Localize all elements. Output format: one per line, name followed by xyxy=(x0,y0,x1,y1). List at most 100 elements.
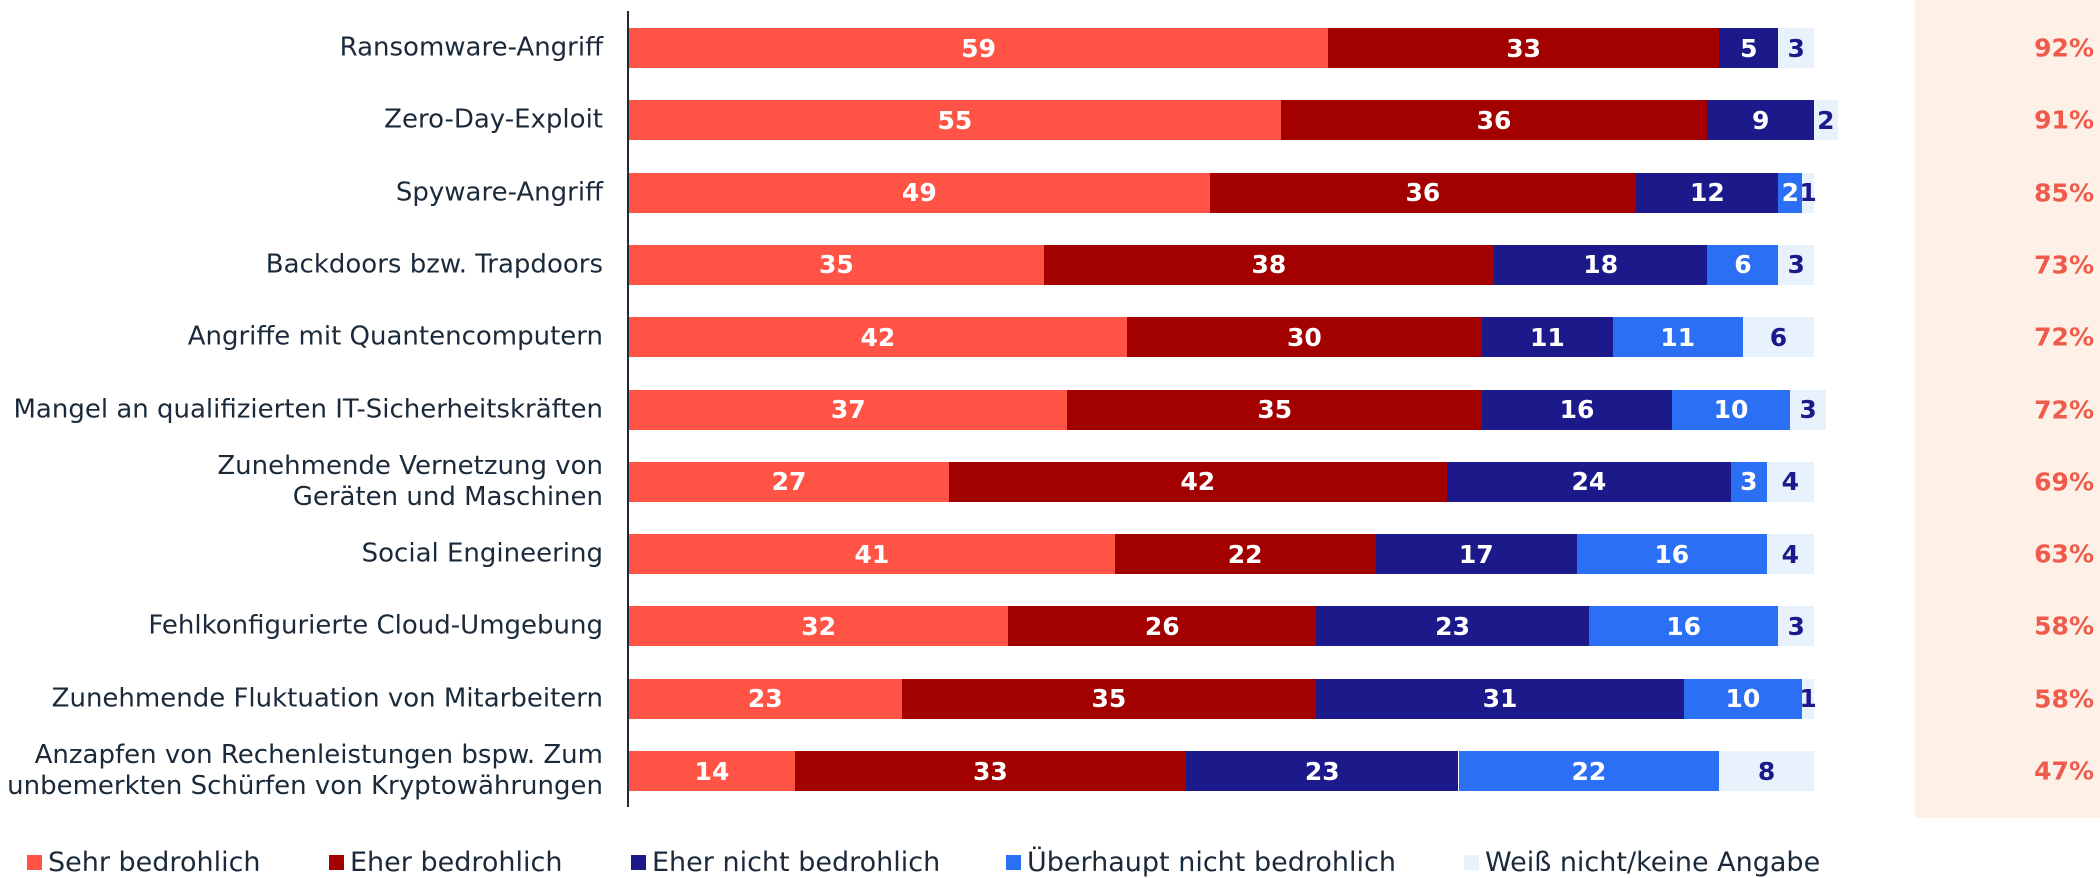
value-label: 3 xyxy=(1740,467,1758,497)
bar-segment: 32 xyxy=(629,606,1009,647)
axis-line xyxy=(627,11,629,807)
value-label: 3 xyxy=(1787,250,1805,280)
value-label: 4 xyxy=(1781,467,1799,497)
bar-segment: 16 xyxy=(1482,389,1672,430)
legend-item: Überhaupt nicht bedrohlich xyxy=(1006,847,1396,878)
value-label: 9 xyxy=(1751,105,1770,135)
value-label: 33 xyxy=(1506,33,1542,63)
bar-segment: 35 xyxy=(1067,389,1483,430)
value-label: 22 xyxy=(1571,756,1607,786)
total-label: 85% xyxy=(2034,178,2094,208)
bar-segment: 36 xyxy=(1280,100,1708,141)
category-label: Anzapfen von Rechenleistungen bspw. Zum … xyxy=(7,740,603,801)
total-label: 73% xyxy=(2034,250,2094,280)
category-label: Zunehmende Vernetzung von Geräten und Ma… xyxy=(217,450,603,512)
value-label: 4 xyxy=(1781,539,1799,569)
bar-segment: 1 xyxy=(1799,678,1817,719)
value-label: 42 xyxy=(1180,467,1216,497)
value-label: 12 xyxy=(1689,178,1725,208)
category-label: Social Engineering xyxy=(361,538,603,569)
value-label: 5 xyxy=(1740,33,1758,63)
value-label: 11 xyxy=(1660,322,1696,352)
value-label: 36 xyxy=(1405,178,1441,208)
legend-swatch xyxy=(1006,855,1021,870)
bar-segment: 33 xyxy=(794,751,1186,791)
total-label: 72% xyxy=(2034,322,2094,352)
total-label: 58% xyxy=(2034,684,2094,714)
value-label: 23 xyxy=(1304,756,1340,786)
value-label: 36 xyxy=(1476,105,1512,135)
total-label: 63% xyxy=(2034,539,2094,569)
value-label: 16 xyxy=(1666,611,1702,641)
total-label: 92% xyxy=(2034,33,2094,63)
value-label: 55 xyxy=(937,105,973,135)
value-label: 37 xyxy=(830,395,866,424)
value-label: 6 xyxy=(1769,322,1788,352)
bar-segment: 23 xyxy=(1316,606,1589,647)
bar-segment: 9 xyxy=(1707,100,1814,141)
category-label: Spyware-Angriff xyxy=(395,177,603,208)
bar-segment: 12 xyxy=(1636,172,1779,213)
value-label: 6 xyxy=(1734,250,1752,280)
bar-segment: 3 xyxy=(1790,389,1826,430)
value-label: 3 xyxy=(1787,611,1805,641)
bar-segment: 14 xyxy=(629,751,795,791)
bar-segment: 8 xyxy=(1719,751,1814,791)
legend-label: Eher nicht bedrohlich xyxy=(652,847,941,878)
bar-segment: 55 xyxy=(629,100,1281,141)
legend-label: Überhaupt nicht bedrohlich xyxy=(1027,847,1396,878)
bar-segment: 49 xyxy=(629,172,1210,213)
value-label: 35 xyxy=(818,250,854,280)
value-label: 10 xyxy=(1725,684,1761,714)
bar-segment: 4 xyxy=(1766,534,1814,575)
legend-label: Eher bedrohlich xyxy=(350,847,563,878)
value-label: 30 xyxy=(1287,322,1322,352)
value-label: 27 xyxy=(771,467,807,497)
bar-segment: 24 xyxy=(1446,461,1732,502)
total-label: 58% xyxy=(2034,611,2094,641)
value-label: 17 xyxy=(1458,539,1494,569)
bar-segment: 23 xyxy=(1185,751,1459,791)
value-label: 59 xyxy=(961,33,996,63)
total-label: 72% xyxy=(2034,395,2094,424)
category-label: Angriffe mit Quantencomputern xyxy=(187,321,603,352)
bar-segment: 16 xyxy=(1577,534,1767,575)
value-label: 33 xyxy=(973,756,1008,786)
value-label: 35 xyxy=(1257,395,1293,424)
value-label: 1 xyxy=(1799,684,1817,714)
bar-segment: 33 xyxy=(1328,28,1720,68)
bar-segment: 59 xyxy=(629,28,1329,68)
category-label: Zero-Day-Exploit xyxy=(384,104,603,135)
value-label: 41 xyxy=(854,539,890,569)
value-label: 35 xyxy=(1091,684,1127,714)
bar-segment: 5 xyxy=(1719,28,1779,68)
bar-segment: 3 xyxy=(1778,28,1814,68)
legend-swatch xyxy=(329,855,344,870)
value-label: 3 xyxy=(1787,33,1805,63)
value-label: 22 xyxy=(1227,539,1263,569)
value-label: 11 xyxy=(1529,322,1565,352)
bar-segment: 35 xyxy=(901,678,1317,719)
bar-segment: 2 xyxy=(1778,172,1803,213)
value-label: 24 xyxy=(1571,467,1607,497)
legend-label: Sehr bedrohlich xyxy=(48,847,261,878)
value-label: 1 xyxy=(1799,178,1817,208)
legend-swatch xyxy=(27,855,42,870)
value-label: 16 xyxy=(1559,395,1595,424)
bar-segment: 3 xyxy=(1778,244,1814,285)
legend-item: Weiß nicht/keine Angabe xyxy=(1464,847,1820,878)
bar-segment: 41 xyxy=(629,534,1115,575)
bar-segment: 37 xyxy=(629,389,1068,430)
legend-item: Eher bedrohlich xyxy=(329,847,562,878)
bar-segment: 36 xyxy=(1209,172,1637,213)
category-label: Ransomware-Angriff xyxy=(339,32,603,63)
value-label: 42 xyxy=(860,322,896,352)
bar-segment: 3 xyxy=(1731,461,1767,502)
value-label: 10 xyxy=(1713,395,1749,424)
bar-segment: 6 xyxy=(1707,244,1779,285)
bar-segment: 30 xyxy=(1126,317,1483,358)
bar-segment: 10 xyxy=(1683,678,1803,719)
bar-segment: 31 xyxy=(1316,678,1684,719)
total-label: 69% xyxy=(2034,467,2094,497)
